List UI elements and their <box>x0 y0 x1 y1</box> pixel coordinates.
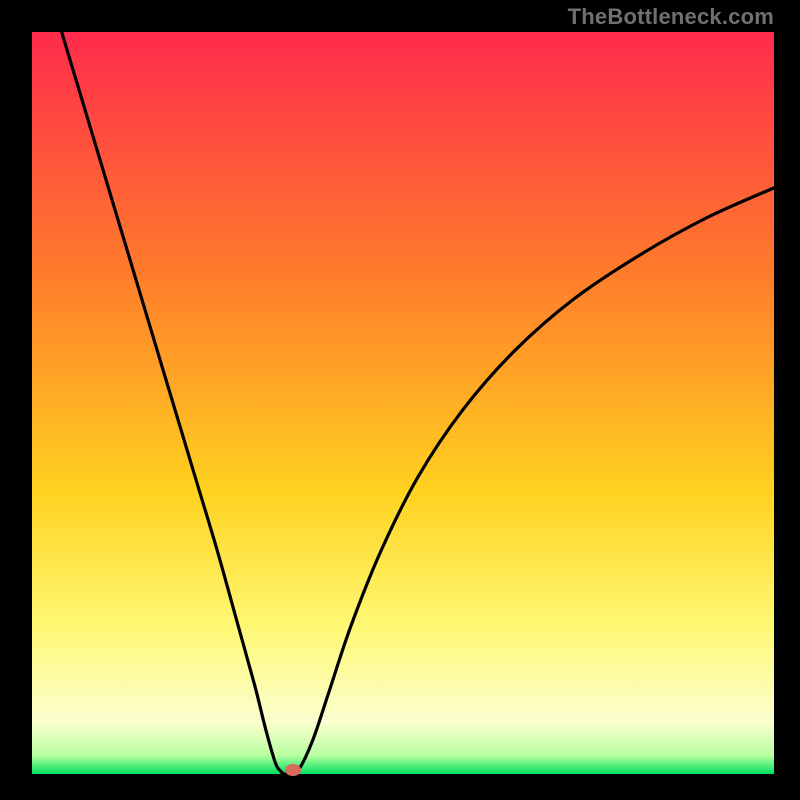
chart-frame: TheBottleneck.com <box>0 0 800 800</box>
bottleneck-curve <box>32 32 774 774</box>
plot-area <box>32 32 774 774</box>
watermark-text: TheBottleneck.com <box>568 4 774 30</box>
minimum-marker <box>285 764 301 776</box>
curve-path <box>62 32 774 774</box>
